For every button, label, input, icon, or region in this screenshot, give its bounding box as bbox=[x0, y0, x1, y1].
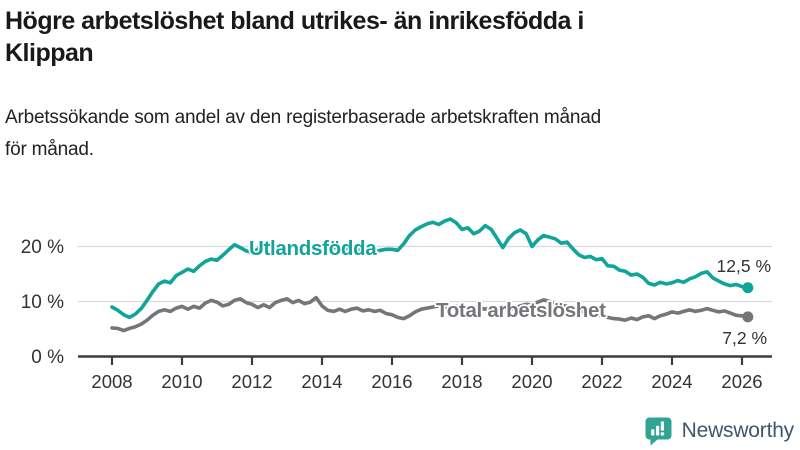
chart-subtitle-line-2: för månad. bbox=[5, 139, 94, 160]
bar-2 bbox=[655, 425, 659, 436]
y-tick-label: 10 % bbox=[21, 292, 64, 313]
series-end-dot-utlandsfodda bbox=[742, 282, 754, 294]
newsworthy-logo-icon bbox=[645, 417, 672, 446]
brand-name: Newsworthy bbox=[681, 418, 795, 442]
series-label-total-arbetsloshet: Total arbetslöshet bbox=[436, 299, 606, 322]
x-tick-label: 2010 bbox=[161, 371, 202, 392]
chart-subtitle-line-1: Arbetssökande som andel av den registerb… bbox=[5, 107, 602, 128]
x-tick-label: 2008 bbox=[91, 371, 132, 392]
series-label-utlandsfodda: Utlandsfödda bbox=[249, 237, 377, 260]
chart-subtitle: Arbetssökande som andel av den registerb… bbox=[5, 102, 785, 166]
page-title-line-1: Högre arbetslöshet bland utrikes- än inr… bbox=[5, 7, 584, 35]
x-tick-label: 2016 bbox=[371, 371, 412, 392]
series-line-total-arbetsloshet bbox=[110, 295, 750, 333]
page-title: Högre arbetslöshet bland utrikes- än inr… bbox=[5, 5, 785, 69]
x-tick-label: 2018 bbox=[441, 371, 482, 392]
newsworthy-logo: Newsworthy bbox=[643, 415, 794, 446]
page-title-line-2: Klippan bbox=[5, 39, 94, 67]
x-tick-label: 2014 bbox=[301, 371, 342, 392]
x-tick-label: 2012 bbox=[231, 371, 272, 392]
y-tick-label: 20 % bbox=[21, 237, 64, 258]
bar-1 bbox=[650, 429, 655, 436]
y-tick-label: 0 % bbox=[31, 347, 64, 368]
exclamation-dot bbox=[660, 432, 664, 436]
x-tick-label: 2022 bbox=[581, 371, 622, 392]
x-tick-label: 2020 bbox=[511, 371, 552, 392]
x-tick-label: 2026 bbox=[721, 371, 762, 392]
x-tick-label: 2024 bbox=[651, 371, 692, 392]
series-line-utlandsfodda bbox=[110, 217, 750, 320]
series-end-value-utlandsfodda: 12,5 % bbox=[717, 256, 771, 276]
series-end-dot-total-arbetsloshet bbox=[742, 311, 754, 323]
exclamation-bar bbox=[660, 421, 664, 431]
series-end-value-total-arbetsloshet: 7,2 % bbox=[722, 328, 767, 348]
